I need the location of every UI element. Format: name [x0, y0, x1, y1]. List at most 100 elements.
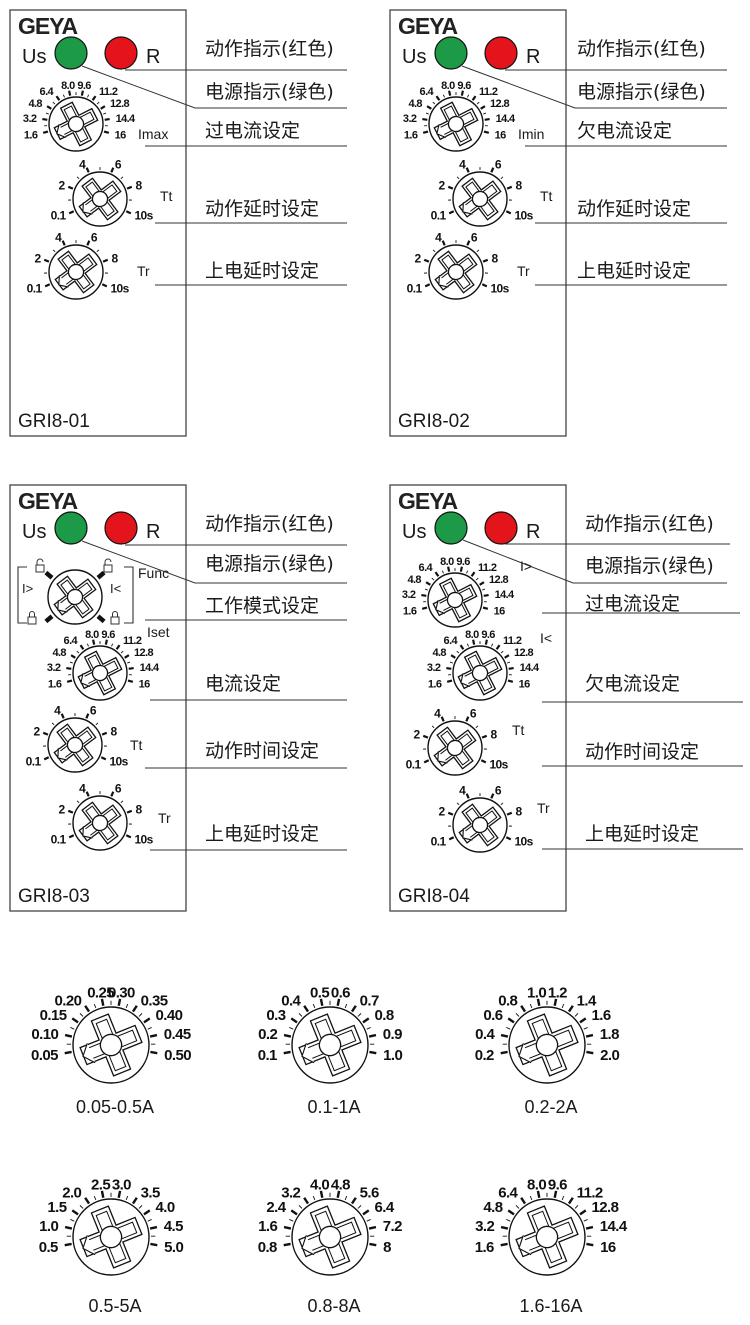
minor-tick: [70, 1219, 75, 1222]
scale-label: 0.1: [407, 281, 423, 295]
scale-label: 16: [600, 1239, 616, 1256]
scale-label: 11.2: [479, 86, 498, 98]
major-tick: [480, 105, 486, 110]
scale-label: 2: [414, 252, 421, 266]
scale-label: 6: [495, 783, 502, 797]
relay-led-red: [104, 36, 138, 70]
major-tick: [460, 90, 464, 96]
minor-tick: [312, 1195, 316, 1201]
major-tick: [42, 130, 49, 134]
knob-pointer-icon: [54, 250, 98, 294]
minor-tick: [456, 650, 460, 654]
major-tick: [520, 1005, 527, 1013]
scale-label: 10s: [514, 208, 533, 222]
major-tick: [508, 666, 514, 670]
time-dial: 0.1 24 68 10s: [51, 157, 154, 227]
scale-label: 10s: [490, 281, 509, 295]
us-label: Us: [22, 46, 46, 68]
major-tick: [472, 639, 476, 645]
scale-label: 6.4: [498, 1184, 518, 1201]
dial-tag: Tt: [160, 188, 173, 204]
major-tick: [507, 1017, 515, 1024]
major-tick: [448, 210, 455, 215]
scale-label: 0.1: [27, 281, 43, 295]
scale-label: 0.8: [258, 1239, 277, 1256]
scale-label: 10s: [134, 832, 153, 846]
major-tick: [490, 167, 495, 173]
scale-label: 0.1: [51, 832, 67, 846]
major-tick: [85, 791, 90, 797]
r-label: R: [526, 46, 540, 68]
major-tick: [80, 90, 84, 96]
major-tick: [350, 1005, 357, 1013]
leader-line: [81, 65, 347, 109]
time-dial: 0.1 24 68 10s: [431, 157, 534, 227]
major-tick: [110, 791, 115, 797]
minor-tick: [515, 1013, 520, 1017]
dial-tag: Tr: [137, 263, 150, 279]
scale-label: 8: [491, 252, 498, 266]
relay-led-red: [484, 36, 518, 70]
major-tick: [482, 258, 489, 263]
r-label: R: [146, 521, 160, 543]
scale-label: 1.6: [48, 678, 62, 690]
minor-tick: [298, 1205, 303, 1209]
callout-label: 动作时间设定: [205, 740, 319, 762]
minor-tick: [51, 722, 55, 726]
major-tick: [117, 1190, 122, 1198]
scale-label: 9.6: [548, 1176, 567, 1193]
major-tick: [131, 1005, 138, 1013]
minor-tick: [125, 1003, 129, 1009]
scale-label: 4.8: [408, 98, 422, 110]
lock-open-icon: [35, 558, 45, 573]
scale-label: 1.6: [258, 1218, 277, 1235]
dial-tag: Imax: [138, 126, 168, 142]
major-tick: [350, 1197, 357, 1205]
major-tick: [150, 1050, 158, 1055]
major-tick: [100, 105, 106, 110]
major-tick: [459, 644, 465, 650]
major-tick: [446, 679, 453, 683]
major-tick: [447, 566, 451, 572]
minor-tick: [442, 94, 445, 98]
major-tick: [579, 1017, 587, 1024]
relay-front-panel: [9, 484, 187, 912]
major-tick: [61, 240, 66, 246]
major-tick: [127, 679, 134, 683]
scale-label: 9.6: [77, 80, 91, 92]
scale-label: 0.6: [331, 984, 350, 1001]
major-tick: [115, 644, 121, 650]
major-tick: [104, 117, 110, 121]
scale-label: 6.4: [64, 635, 79, 647]
callout-label: 电流设定: [205, 673, 281, 695]
time-dial: 0.1 24 68 10s: [407, 230, 510, 300]
scale-label: 12.8: [110, 98, 129, 110]
major-tick: [283, 1242, 291, 1247]
scale-label: 5.0: [164, 1239, 183, 1256]
scale-label: 3.0: [112, 1176, 131, 1193]
minor-tick: [529, 1003, 533, 1009]
major-tick: [440, 716, 445, 722]
range-dial: 0.5 1.0 1.52.0 2.5 3.0 3.54.0 4.5 5.0: [39, 1176, 184, 1276]
current-dial: 1.6 3.2 4.86.4 8.0 9.6 11.212.8 14.4 16: [403, 80, 517, 152]
current-dial: 1.6 3.2 4.86.4 8.0 9.6 11.212.8 14.4 16: [23, 80, 137, 152]
scale-label: 4.8: [483, 1199, 502, 1216]
major-tick: [507, 1209, 515, 1216]
major-tick: [125, 210, 132, 215]
major-tick: [110, 167, 115, 173]
knob-pointer-icon: [457, 650, 503, 696]
scale-label: 1.8: [600, 1026, 619, 1043]
minor-tick: [62, 94, 65, 98]
major-tick: [68, 90, 72, 96]
major-tick: [303, 1197, 310, 1205]
major-tick: [143, 1209, 151, 1216]
range-caption: 0.1-1A: [307, 1097, 360, 1117]
scale-label: 2.5: [91, 1176, 110, 1193]
major-tick: [92, 639, 96, 645]
major-tick: [100, 1190, 105, 1198]
callout-label: 过电流设定: [205, 120, 300, 142]
major-tick: [506, 811, 513, 816]
scale-label: 1.0: [383, 1047, 402, 1064]
major-tick: [362, 1017, 370, 1024]
minor-tick: [466, 570, 469, 574]
